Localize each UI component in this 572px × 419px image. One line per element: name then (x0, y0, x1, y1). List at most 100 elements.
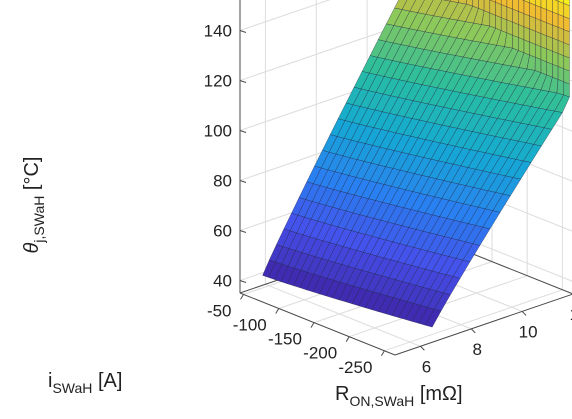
x-tick-label: -50 (207, 301, 232, 320)
surface-patch (500, 17, 508, 34)
surface-patch (540, 46, 547, 63)
surface-patch (489, 0, 496, 3)
surface-patch (563, 0, 570, 7)
z-axis-label-main: θ (21, 242, 43, 253)
surface-patch (523, 39, 530, 56)
surface-patch (518, 10, 525, 28)
surface-patch (540, 59, 547, 76)
z-tick-mark (239, 130, 247, 133)
surface-patch (563, 42, 570, 59)
surface-patch (495, 14, 502, 31)
surface-patch (518, 37, 525, 54)
x-tick-mark (240, 294, 244, 300)
surface-patch (563, 16, 570, 33)
surface-patch (425, 308, 442, 328)
x-tick-label: -100 (233, 316, 267, 335)
y-tick-label: 8 (473, 340, 482, 359)
surface-patch (563, 29, 570, 46)
y-tick-label: 10 (519, 322, 538, 341)
surface-patch (523, 0, 530, 17)
surface-patch (495, 0, 502, 5)
surface-patch (500, 0, 508, 8)
z-tick-label: 60 (213, 222, 232, 241)
y-axis-label: RON,SWaH [mΩ] (335, 383, 463, 409)
surface-patch (529, 2, 536, 19)
y-axis-label-sub: ON,SWaH (349, 393, 414, 409)
surface-patch (557, 26, 565, 43)
surface-patch (535, 43, 542, 60)
x-tick-mark (275, 308, 280, 314)
surface-patch (546, 35, 553, 52)
surface-patch (540, 20, 547, 37)
surface-patch (540, 33, 547, 50)
axes-edge (239, 292, 396, 356)
surface-patch (500, 4, 508, 21)
x-tick-label: -250 (338, 358, 372, 377)
z-tick-label: 140 (204, 22, 232, 41)
surface-patch (535, 0, 542, 8)
surface-patch (535, 4, 542, 21)
y-tick-mark (470, 328, 476, 334)
surface-patch (546, 61, 553, 78)
surface-patch (563, 55, 570, 72)
surface-patch (563, 68, 570, 85)
z-tick-label: 40 (213, 272, 232, 291)
surface-patch (552, 0, 559, 15)
surface-patch (512, 8, 519, 25)
z-tick-mark (239, 230, 247, 233)
surface-patch (512, 34, 519, 51)
z-tick-mark (239, 180, 247, 183)
x-tick-label: -200 (303, 344, 337, 363)
surface-patch (563, 81, 570, 98)
x-axis-label-sub: SWaH (52, 380, 92, 396)
surface-patch (523, 13, 530, 30)
y-tick-label: 6 (422, 357, 431, 376)
z-axis-label-sub: j,SWaH (31, 196, 47, 244)
surface-patch (546, 9, 553, 26)
surface-patch (546, 48, 553, 65)
surface-patch (540, 0, 547, 10)
surface-patch (557, 13, 565, 30)
surface-patch (552, 63, 559, 80)
x-tick-mark (381, 350, 385, 357)
surface-patch (552, 11, 559, 28)
surface-patch (557, 39, 565, 57)
surface-patch (552, 24, 559, 41)
z-gridline-left (239, 0, 331, 31)
y-axis-label-unit: [mΩ] (414, 383, 462, 405)
surface-patch (529, 28, 536, 45)
surface-patch (554, 0, 559, 2)
x-gridline-floor (384, 289, 563, 352)
surface-patch (557, 0, 565, 17)
surface-patch (506, 19, 513, 36)
surface-patch (563, 3, 570, 20)
surface-patch (518, 24, 525, 41)
surface-patch (529, 41, 536, 58)
y-axis-label-main: R (335, 383, 349, 405)
surface (262, 0, 570, 328)
surface-patch (529, 0, 536, 6)
x-axis-label-main: i (48, 370, 52, 392)
y-tick-mark (420, 345, 425, 351)
surface-patch (552, 37, 559, 54)
surface-patch (518, 0, 525, 14)
axes-edge (394, 293, 572, 356)
x-axis-label: iSWaH [A] (48, 370, 122, 396)
surface-patch (523, 0, 530, 4)
tick-labels: 40 60 80 100 120 140 -50-100-150-200-250 6 8 10 12 (204, 22, 572, 377)
surface-patch (495, 1, 502, 18)
surface-patch (512, 21, 519, 38)
z-tick-label: 100 (204, 122, 232, 141)
surface-patch (529, 15, 536, 32)
surface-patch (556, 79, 565, 96)
surface-patch (534, 56, 542, 74)
surface-patch (523, 26, 530, 43)
surface-patch (546, 0, 553, 13)
z-tick-label: 120 (204, 72, 232, 91)
y-tick-label: 12 (570, 305, 572, 324)
z-axis-label-unit: [°C] (21, 157, 43, 196)
surface-patch (506, 6, 513, 23)
surface-patch (540, 6, 547, 24)
x-axis-label-unit: [A] (92, 370, 122, 392)
